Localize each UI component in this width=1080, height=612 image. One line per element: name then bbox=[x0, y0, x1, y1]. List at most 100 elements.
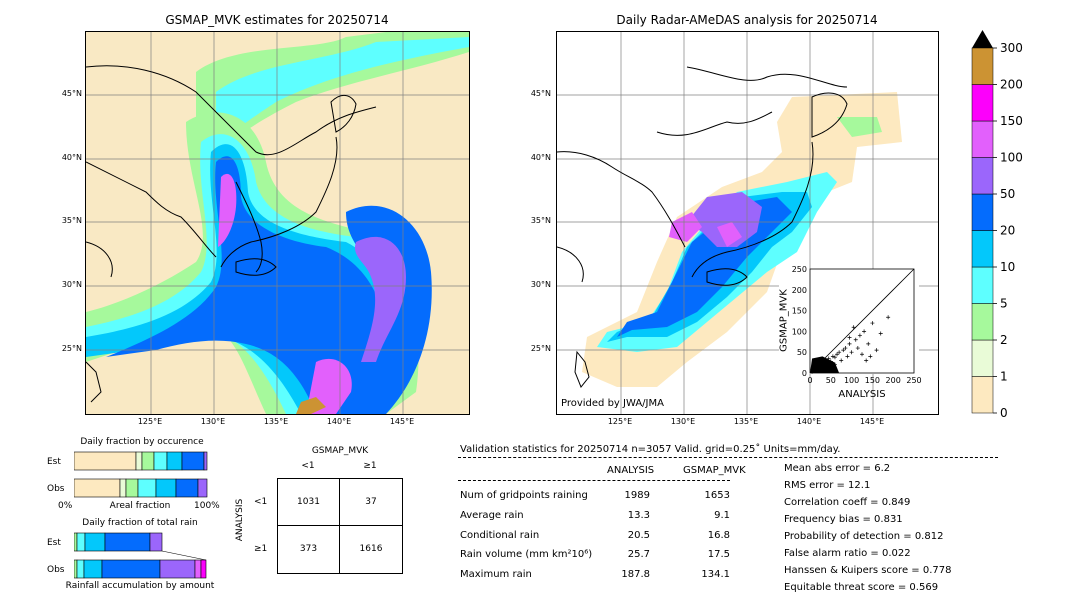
validation-col-analysis: ANALYSIS bbox=[607, 465, 655, 476]
scatter-point bbox=[847, 341, 852, 346]
contingency-cell-10: 373 bbox=[299, 544, 318, 554]
left-map-coastlines bbox=[86, 65, 377, 403]
colorbar-tick-label: 10 bbox=[1000, 260, 1015, 274]
scatter-point bbox=[811, 366, 816, 371]
colorbar-tick-label: 2 bbox=[1000, 333, 1008, 347]
scatter-point bbox=[862, 329, 867, 334]
occurrence-bars bbox=[74, 451, 208, 498]
scatter-point bbox=[845, 354, 850, 359]
contingency-col-lt1: <1 bbox=[301, 461, 315, 471]
scatter-point bbox=[820, 360, 825, 365]
scatter-ylabel: GSMAP_MVK bbox=[778, 289, 790, 352]
occurrence-row-est: Est bbox=[47, 457, 61, 467]
colorbar-tick-label: 200 bbox=[1000, 78, 1023, 92]
scatter-xtick-label: 100 bbox=[844, 376, 859, 385]
total-rain-row-est: Est bbox=[47, 538, 61, 548]
scatter-point bbox=[832, 355, 837, 360]
scatter-point bbox=[820, 367, 825, 372]
scatter-xtick-label: 50 bbox=[826, 376, 836, 385]
right-lat-35: 35°N bbox=[530, 216, 551, 225]
scatter-point bbox=[832, 362, 837, 367]
score-pod: Probability of detection = 0.812 bbox=[784, 531, 944, 542]
left-map-title: GSMAP_MVK estimates for 20250714 bbox=[165, 13, 389, 27]
colorbar-segment bbox=[971, 266, 994, 304]
scatter-point bbox=[824, 366, 829, 371]
scatter-xlabel: ANALYSIS bbox=[838, 389, 886, 400]
scatter-point bbox=[853, 337, 858, 342]
contingency-cell-00: 1031 bbox=[297, 497, 320, 507]
contingency-col-ge1: ≥1 bbox=[363, 461, 377, 471]
scatter-point bbox=[857, 333, 862, 338]
validation-row-label: Conditional rain bbox=[460, 530, 540, 541]
validation-col-rule bbox=[458, 480, 730, 481]
colorbar-segment bbox=[971, 230, 994, 268]
left-lat-30: 30°N bbox=[61, 280, 82, 289]
scatter-ytick-label: 150 bbox=[792, 307, 807, 316]
colorbar-tick-label: 20 bbox=[1000, 224, 1015, 238]
right-lat-45: 45°N bbox=[530, 89, 551, 98]
scatter-xtick-label: 150 bbox=[865, 376, 880, 385]
right-map-title: Daily Radar-AMeDAS analysis for 20250714 bbox=[616, 13, 878, 27]
colorbar-segment bbox=[971, 303, 994, 341]
scatter-point bbox=[864, 358, 869, 363]
validation-row-label: Num of gridpoints raining bbox=[460, 490, 588, 501]
score-mae: Mean abs error = 6.2 bbox=[784, 463, 891, 474]
scatter-point bbox=[839, 358, 844, 363]
colorbar-tick-label: 5 bbox=[1000, 297, 1008, 311]
scatter-point bbox=[824, 358, 829, 363]
score-freq-bias: Frequency bias = 0.831 bbox=[784, 514, 903, 525]
colorbar-tick-label: 300 bbox=[1000, 41, 1023, 55]
left-lon-125: 125°E bbox=[137, 417, 163, 426]
right-lat-40: 40°N bbox=[530, 153, 551, 162]
left-lon-130: 130°E bbox=[200, 417, 226, 426]
validation-row-gsmap: 16.8 bbox=[707, 530, 730, 541]
colorbar-segment bbox=[971, 84, 994, 122]
validation-row-analysis: 13.3 bbox=[627, 510, 650, 521]
validation-row-gsmap: 134.1 bbox=[701, 569, 730, 580]
scatter-point bbox=[816, 361, 821, 366]
scatter-point bbox=[870, 321, 875, 326]
left-lon-145: 145°E bbox=[389, 417, 415, 426]
right-lon-130: 130°E bbox=[670, 417, 696, 426]
validation-header-rule bbox=[458, 457, 998, 458]
colorbar-tick-label: 50 bbox=[1000, 187, 1015, 201]
scatter-ytick-label: 0 bbox=[802, 369, 807, 378]
scatter-point bbox=[855, 346, 860, 351]
scatter-point bbox=[828, 359, 833, 364]
left-lat-40: 40°N bbox=[61, 153, 82, 162]
colorbar-extend-triangle bbox=[972, 30, 993, 48]
validation-row-label: Maximum rain bbox=[460, 569, 532, 580]
colorbar-segment bbox=[971, 339, 994, 377]
occurrence-title: Daily fraction by occurence bbox=[80, 437, 204, 447]
scatter-diagonal bbox=[809, 268, 915, 374]
contingency-col-header: GSMAP_MVK bbox=[311, 446, 369, 456]
colorbar-tick-label: 150 bbox=[1000, 114, 1023, 128]
left-lon-135: 135°E bbox=[263, 417, 289, 426]
scatter-point bbox=[830, 354, 835, 359]
scatter-point bbox=[868, 354, 873, 359]
right-lon-125: 125°E bbox=[607, 417, 633, 426]
scatter-point bbox=[860, 352, 864, 357]
validation-row-analysis: 20.5 bbox=[627, 530, 650, 541]
right-lon-135: 135°E bbox=[733, 417, 759, 426]
scatter-point bbox=[847, 335, 852, 340]
colorbar-segment bbox=[971, 193, 994, 231]
validation-col-gsmap: GSMAP_MVK bbox=[683, 465, 746, 476]
colorbar: 0 1 2 5 10 20 50 100 150 200 300 bbox=[971, 30, 1023, 420]
score-ets: Equitable threat score = 0.569 bbox=[784, 582, 939, 593]
score-rmse: RMS error = 12.1 bbox=[784, 480, 871, 491]
total-rain-title: Daily fraction of total rain bbox=[82, 518, 198, 528]
colorbar-segment bbox=[971, 376, 994, 414]
validation-header: Validation statistics for 20250714 n=305… bbox=[460, 444, 841, 455]
left-lat-35: 35°N bbox=[61, 216, 82, 225]
occurrence-axis-left: 0% bbox=[58, 501, 73, 511]
right-lat-30: 30°N bbox=[530, 280, 551, 289]
scatter-point bbox=[878, 331, 883, 336]
scatter-ytick-label: 50 bbox=[797, 348, 807, 357]
scatter-point bbox=[874, 348, 879, 353]
validation-row-gsmap: 1653 bbox=[704, 490, 730, 501]
right-map-field bbox=[557, 32, 938, 414]
validation-row-label: Average rain bbox=[460, 510, 524, 521]
scatter-point bbox=[810, 369, 815, 374]
left-map bbox=[85, 31, 470, 415]
